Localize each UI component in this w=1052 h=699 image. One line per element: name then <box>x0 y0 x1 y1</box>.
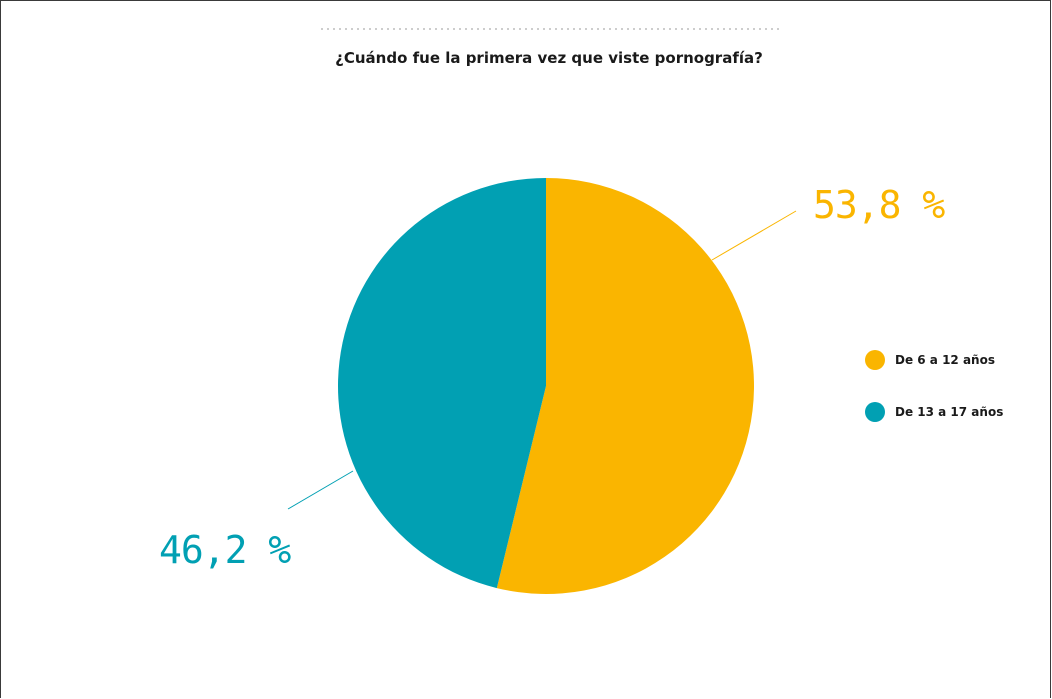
chart-title: ¿Cuándo fue la primera vez que viste por… <box>335 49 763 67</box>
slice-leader-line-13-17 <box>287 470 354 510</box>
legend-swatch-6-12 <box>865 350 885 370</box>
legend: De 6 a 12 años De 13 a 17 años <box>865 350 1003 454</box>
legend-label-13-17: De 13 a 17 años <box>895 405 1004 419</box>
pie-slice-6-12 <box>496 178 754 594</box>
slice-leader-line-6-12 <box>711 210 797 261</box>
legend-item-6-12: De 6 a 12 años <box>865 350 1003 370</box>
legend-swatch-13-17 <box>865 402 885 422</box>
legend-label-6-12: De 6 a 12 años <box>895 353 995 367</box>
dotted-divider <box>319 28 779 30</box>
legend-item-13-17: De 13 a 17 años <box>865 402 1003 422</box>
data-label-6-12: 53,8 % <box>813 183 945 227</box>
data-label-13-17: 46,2 % <box>159 528 291 572</box>
pie-slice-13-17 <box>337 178 546 589</box>
